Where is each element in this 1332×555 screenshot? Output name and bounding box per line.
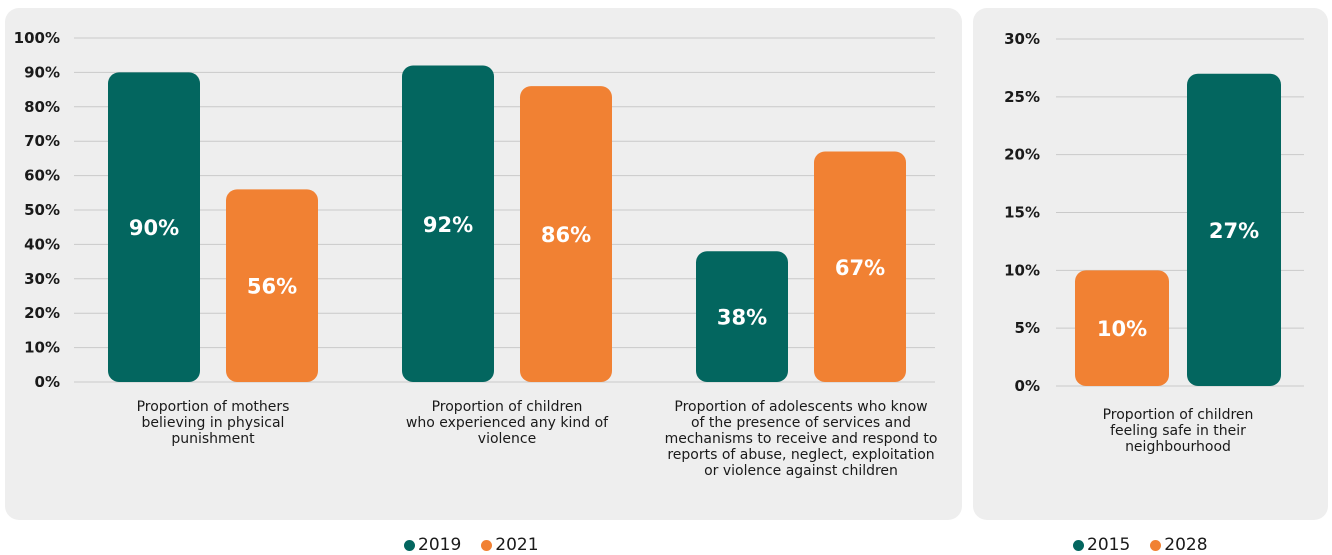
data-label-2021-0: 56% xyxy=(247,275,297,299)
y-tick-label: 80% xyxy=(24,98,60,116)
y-tick-label: 25% xyxy=(1004,88,1040,106)
bar-2021-1 xyxy=(520,86,612,382)
y-tick-label: 10% xyxy=(24,339,60,357)
data-label-2019-2: 38% xyxy=(717,306,767,330)
category-label-line: of the presence of services and xyxy=(691,415,911,431)
y-tick-label: 60% xyxy=(24,167,60,185)
data-label-2019-0: 90% xyxy=(129,216,179,240)
legend-right: 2015 2028 xyxy=(1073,535,1208,555)
legend-swatch-2019 xyxy=(404,539,415,551)
category-label-1: Proportion of children who experienced an… xyxy=(406,399,609,447)
y-tick-label: 50% xyxy=(24,201,60,219)
y-tick-label: 100% xyxy=(14,29,60,47)
category-label-0: Proportion of mothers believing in physic… xyxy=(137,399,290,447)
bar-2019-2 xyxy=(696,251,788,382)
legend-label-2021: 2021 xyxy=(495,535,539,555)
category-label-line: who experienced any kind of xyxy=(406,415,609,431)
legend-swatch-2021 xyxy=(481,539,493,551)
y-tick-label: 40% xyxy=(24,235,60,253)
y-tick-label: 90% xyxy=(24,63,60,81)
bar-2028-0 xyxy=(1075,270,1169,386)
y-tick-label: 5% xyxy=(1015,319,1040,337)
y-tick-label: 20% xyxy=(1004,146,1040,164)
y-tick-label: 30% xyxy=(24,270,60,288)
legend-item-2015: 2015 xyxy=(1073,535,1130,555)
category-label-line: Proportion of children xyxy=(1103,407,1254,423)
legend-left: 2019 2021 xyxy=(404,535,539,555)
bar-2021-0 xyxy=(226,189,318,382)
category-label-line: believing in physical xyxy=(142,415,285,431)
category-label-line: punishment xyxy=(171,431,255,447)
category-label-line: neighbourhood xyxy=(1125,439,1231,455)
data-label-2021-1: 86% xyxy=(541,223,591,247)
y-tick-label: 10% xyxy=(1004,261,1040,279)
data-label-2028-0: 10% xyxy=(1097,317,1147,341)
category-label-2: Proportion of adolescents who know of the… xyxy=(665,399,938,479)
y-tick-label: 0% xyxy=(35,373,60,391)
data-label-2021-2: 67% xyxy=(835,256,885,280)
category-label-line: reports of abuse, neglect, exploitation xyxy=(667,447,934,463)
y-tick-label: 30% xyxy=(1004,30,1040,48)
bar-2015-0 xyxy=(1187,73,1281,386)
legend-label-2028: 2028 xyxy=(1164,535,1208,555)
category-label-line: mechanisms to receive and respond to xyxy=(665,431,938,447)
legend-item-2028: 2028 xyxy=(1150,535,1208,555)
data-label-2019-1: 92% xyxy=(423,213,473,237)
y-tick-label: 15% xyxy=(1004,204,1040,222)
category-label-0: Proportion of children feeling safe in th… xyxy=(1103,407,1254,455)
legend-label-2015: 2015 xyxy=(1087,535,1131,555)
category-label-line: violence xyxy=(478,431,536,447)
category-label-line: Proportion of children xyxy=(432,399,583,415)
category-label-line: or violence against children xyxy=(704,463,898,479)
y-tick-label: 0% xyxy=(1015,377,1040,395)
y-tick-label: 20% xyxy=(24,304,60,322)
category-label-line: feeling safe in their xyxy=(1110,423,1246,439)
bar-2019-0 xyxy=(108,72,200,383)
bar-2019-1 xyxy=(402,65,494,383)
data-label-2015-0: 27% xyxy=(1209,219,1259,243)
y-tick-label: 70% xyxy=(24,132,60,150)
legend-swatch-2015 xyxy=(1073,539,1084,551)
legend-label-2019: 2019 xyxy=(418,535,462,555)
category-label-line: Proportion of adolescents who know xyxy=(674,399,927,415)
legend-item-2019: 2019 xyxy=(404,535,461,555)
bar-2021-2 xyxy=(814,151,906,382)
legend-swatch-2028 xyxy=(1150,539,1162,551)
category-label-line: Proportion of mothers xyxy=(137,399,290,415)
legend-item-2021: 2021 xyxy=(481,535,539,555)
